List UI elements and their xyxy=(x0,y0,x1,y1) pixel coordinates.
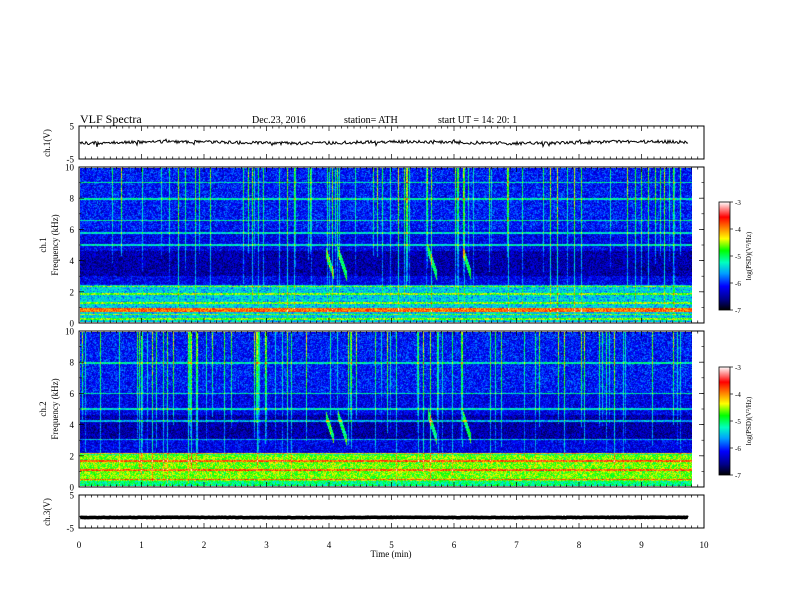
ch1-colorbar-label: log(PSD)(V²/Hz) xyxy=(745,231,753,280)
y-tick-label: 2 xyxy=(70,451,75,461)
colorbar-tick-label: -3 xyxy=(735,364,741,372)
y-tick-label: 4 xyxy=(70,256,75,266)
y-tick-label: 8 xyxy=(70,358,75,368)
ch1-waveform-line xyxy=(79,138,689,149)
colorbar-tick-label: -3 xyxy=(735,199,741,207)
y-tick-label: 5 xyxy=(70,122,75,132)
y-tick-label: 10 xyxy=(65,163,75,173)
colorbar-tick-label: -7 xyxy=(735,307,741,315)
y-tick-label: 8 xyxy=(70,194,75,204)
ch1-spec-ylabel-frequency: Frequency (kHz) xyxy=(50,214,60,275)
x-tick-label: 7 xyxy=(514,540,519,550)
colorbar-tick-label: -7 xyxy=(735,472,741,480)
x-axis-label: Time (min) xyxy=(371,549,412,559)
ch1-colorbar xyxy=(718,201,731,311)
x-tick-label: 0 xyxy=(77,540,82,550)
x-tick-label: 3 xyxy=(264,540,269,550)
ch3-waveform-ylabel: ch.3(V) xyxy=(42,498,52,526)
date-label: Dec.23, 2016 xyxy=(252,115,306,126)
colorbar-tick-label: -4 xyxy=(735,391,741,399)
x-tick-label: 8 xyxy=(577,540,582,550)
x-tick-label: 9 xyxy=(639,540,644,550)
ch2-colorbar-label: log(PSD)(V²/Hz) xyxy=(745,396,753,445)
ch3-waveform-line xyxy=(79,515,689,520)
figure-title: VLF Spectra xyxy=(80,112,142,126)
y-tick-label: 4 xyxy=(70,420,75,430)
y-tick-label: 2 xyxy=(70,287,75,297)
x-tick-label: 2 xyxy=(202,540,207,550)
y-tick-label: 10 xyxy=(65,327,75,337)
y-tick-label: 6 xyxy=(70,225,75,235)
colorbar-tick-label: -6 xyxy=(735,280,741,288)
start-ut-label: start UT = 14: 20: 1 xyxy=(438,115,517,126)
y-tick-label: 5 xyxy=(70,491,75,501)
x-tick-label: 5 xyxy=(389,540,394,550)
y-tick-label: 0 xyxy=(70,319,75,329)
ch1-spec-ylabel-channel: ch.1 xyxy=(38,237,48,252)
colorbar-tick-label: -6 xyxy=(735,445,741,453)
x-tick-label: 6 xyxy=(452,540,457,550)
y-tick-label: -5 xyxy=(67,155,75,165)
station-label: station= ATH xyxy=(344,115,398,126)
ch1-waveform-ylabel: ch.1(V) xyxy=(42,129,52,157)
ch1-spectrogram-image xyxy=(80,168,692,322)
ch2-colorbar xyxy=(718,366,731,476)
ch2-spec-ylabel-frequency: Frequency (kHz) xyxy=(50,378,60,439)
colorbar-tick-label: -5 xyxy=(735,418,741,426)
colorbar-tick-label: -5 xyxy=(735,253,741,261)
colorbar-ticks: -3 -4 -5 -6 -7 -3 -4 -5 -6 -7 xyxy=(730,199,741,480)
y-tick-label: 0 xyxy=(70,483,75,493)
y-tick-label: -5 xyxy=(67,524,75,534)
ch2-spectrogram-image xyxy=(80,332,692,486)
ch2-spec-ylabel-channel: ch.2 xyxy=(38,401,48,416)
y-tick-label: 6 xyxy=(70,389,75,399)
x-tick-label: 4 xyxy=(327,540,332,550)
x-tick-label: 10 xyxy=(700,540,710,550)
colorbar-tick-label: -4 xyxy=(735,226,741,234)
x-tick-label: 1 xyxy=(139,540,144,550)
